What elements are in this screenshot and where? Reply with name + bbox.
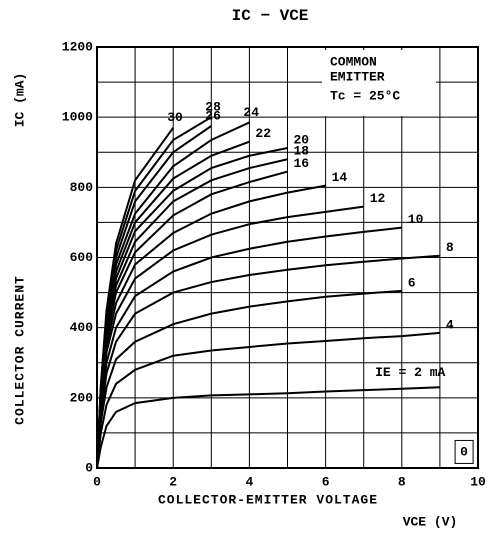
x-tick-label: 4	[245, 474, 253, 489]
chart-title: IC − VCE	[232, 7, 309, 25]
curve	[96, 386, 440, 469]
x-tick-label: 6	[322, 474, 330, 489]
annotation: COMMON	[330, 54, 377, 69]
curve	[96, 254, 440, 469]
annotation: Tc = 25°C	[330, 88, 400, 103]
label-box	[454, 439, 474, 464]
series-label: 4	[446, 317, 454, 332]
series-label: 30	[167, 110, 183, 125]
x-tick-label: 8	[398, 474, 406, 489]
annotation-box	[322, 50, 436, 116]
y-tick-label: 600	[70, 250, 94, 265]
curve	[96, 289, 402, 469]
y-tick-label: 400	[70, 320, 94, 335]
curve	[96, 127, 175, 469]
series-label: 10	[408, 212, 424, 227]
series-label: 22	[255, 126, 271, 141]
x-axis-label: COLLECTOR-EMITTER VOLTAGE	[158, 492, 378, 507]
series-label: 18	[294, 144, 310, 159]
y-tick-label: 800	[70, 180, 94, 195]
x-unit-label: VCE (V)	[403, 514, 458, 529]
annotation: EMITTER	[330, 69, 385, 84]
y-tick-label: 1000	[62, 110, 93, 125]
series-label: 0	[460, 444, 468, 459]
y-tick-label: 200	[70, 390, 94, 405]
series-label: 26	[205, 108, 221, 123]
series-label: 24	[243, 105, 259, 120]
curve	[96, 226, 402, 469]
y-axis-label: COLLECTOR CURRENT	[12, 275, 27, 425]
series-label: 16	[294, 156, 310, 171]
series-label: 8	[446, 240, 454, 255]
x-tick-label: 0	[93, 474, 101, 489]
series-label: 14	[332, 170, 348, 185]
series-label: IE = 2 mA	[375, 365, 445, 380]
x-tick-label: 2	[169, 474, 177, 489]
x-tick-label: 10	[470, 474, 486, 489]
y-tick-label: 1200	[62, 39, 93, 54]
y-unit-label: IC (mA)	[12, 73, 27, 128]
curve	[96, 331, 440, 469]
series-label: 12	[370, 191, 386, 206]
series-label: 20	[294, 132, 310, 147]
y-tick-label: 0	[85, 460, 93, 475]
series-label: 6	[408, 275, 416, 290]
series-label: 28	[205, 100, 221, 115]
